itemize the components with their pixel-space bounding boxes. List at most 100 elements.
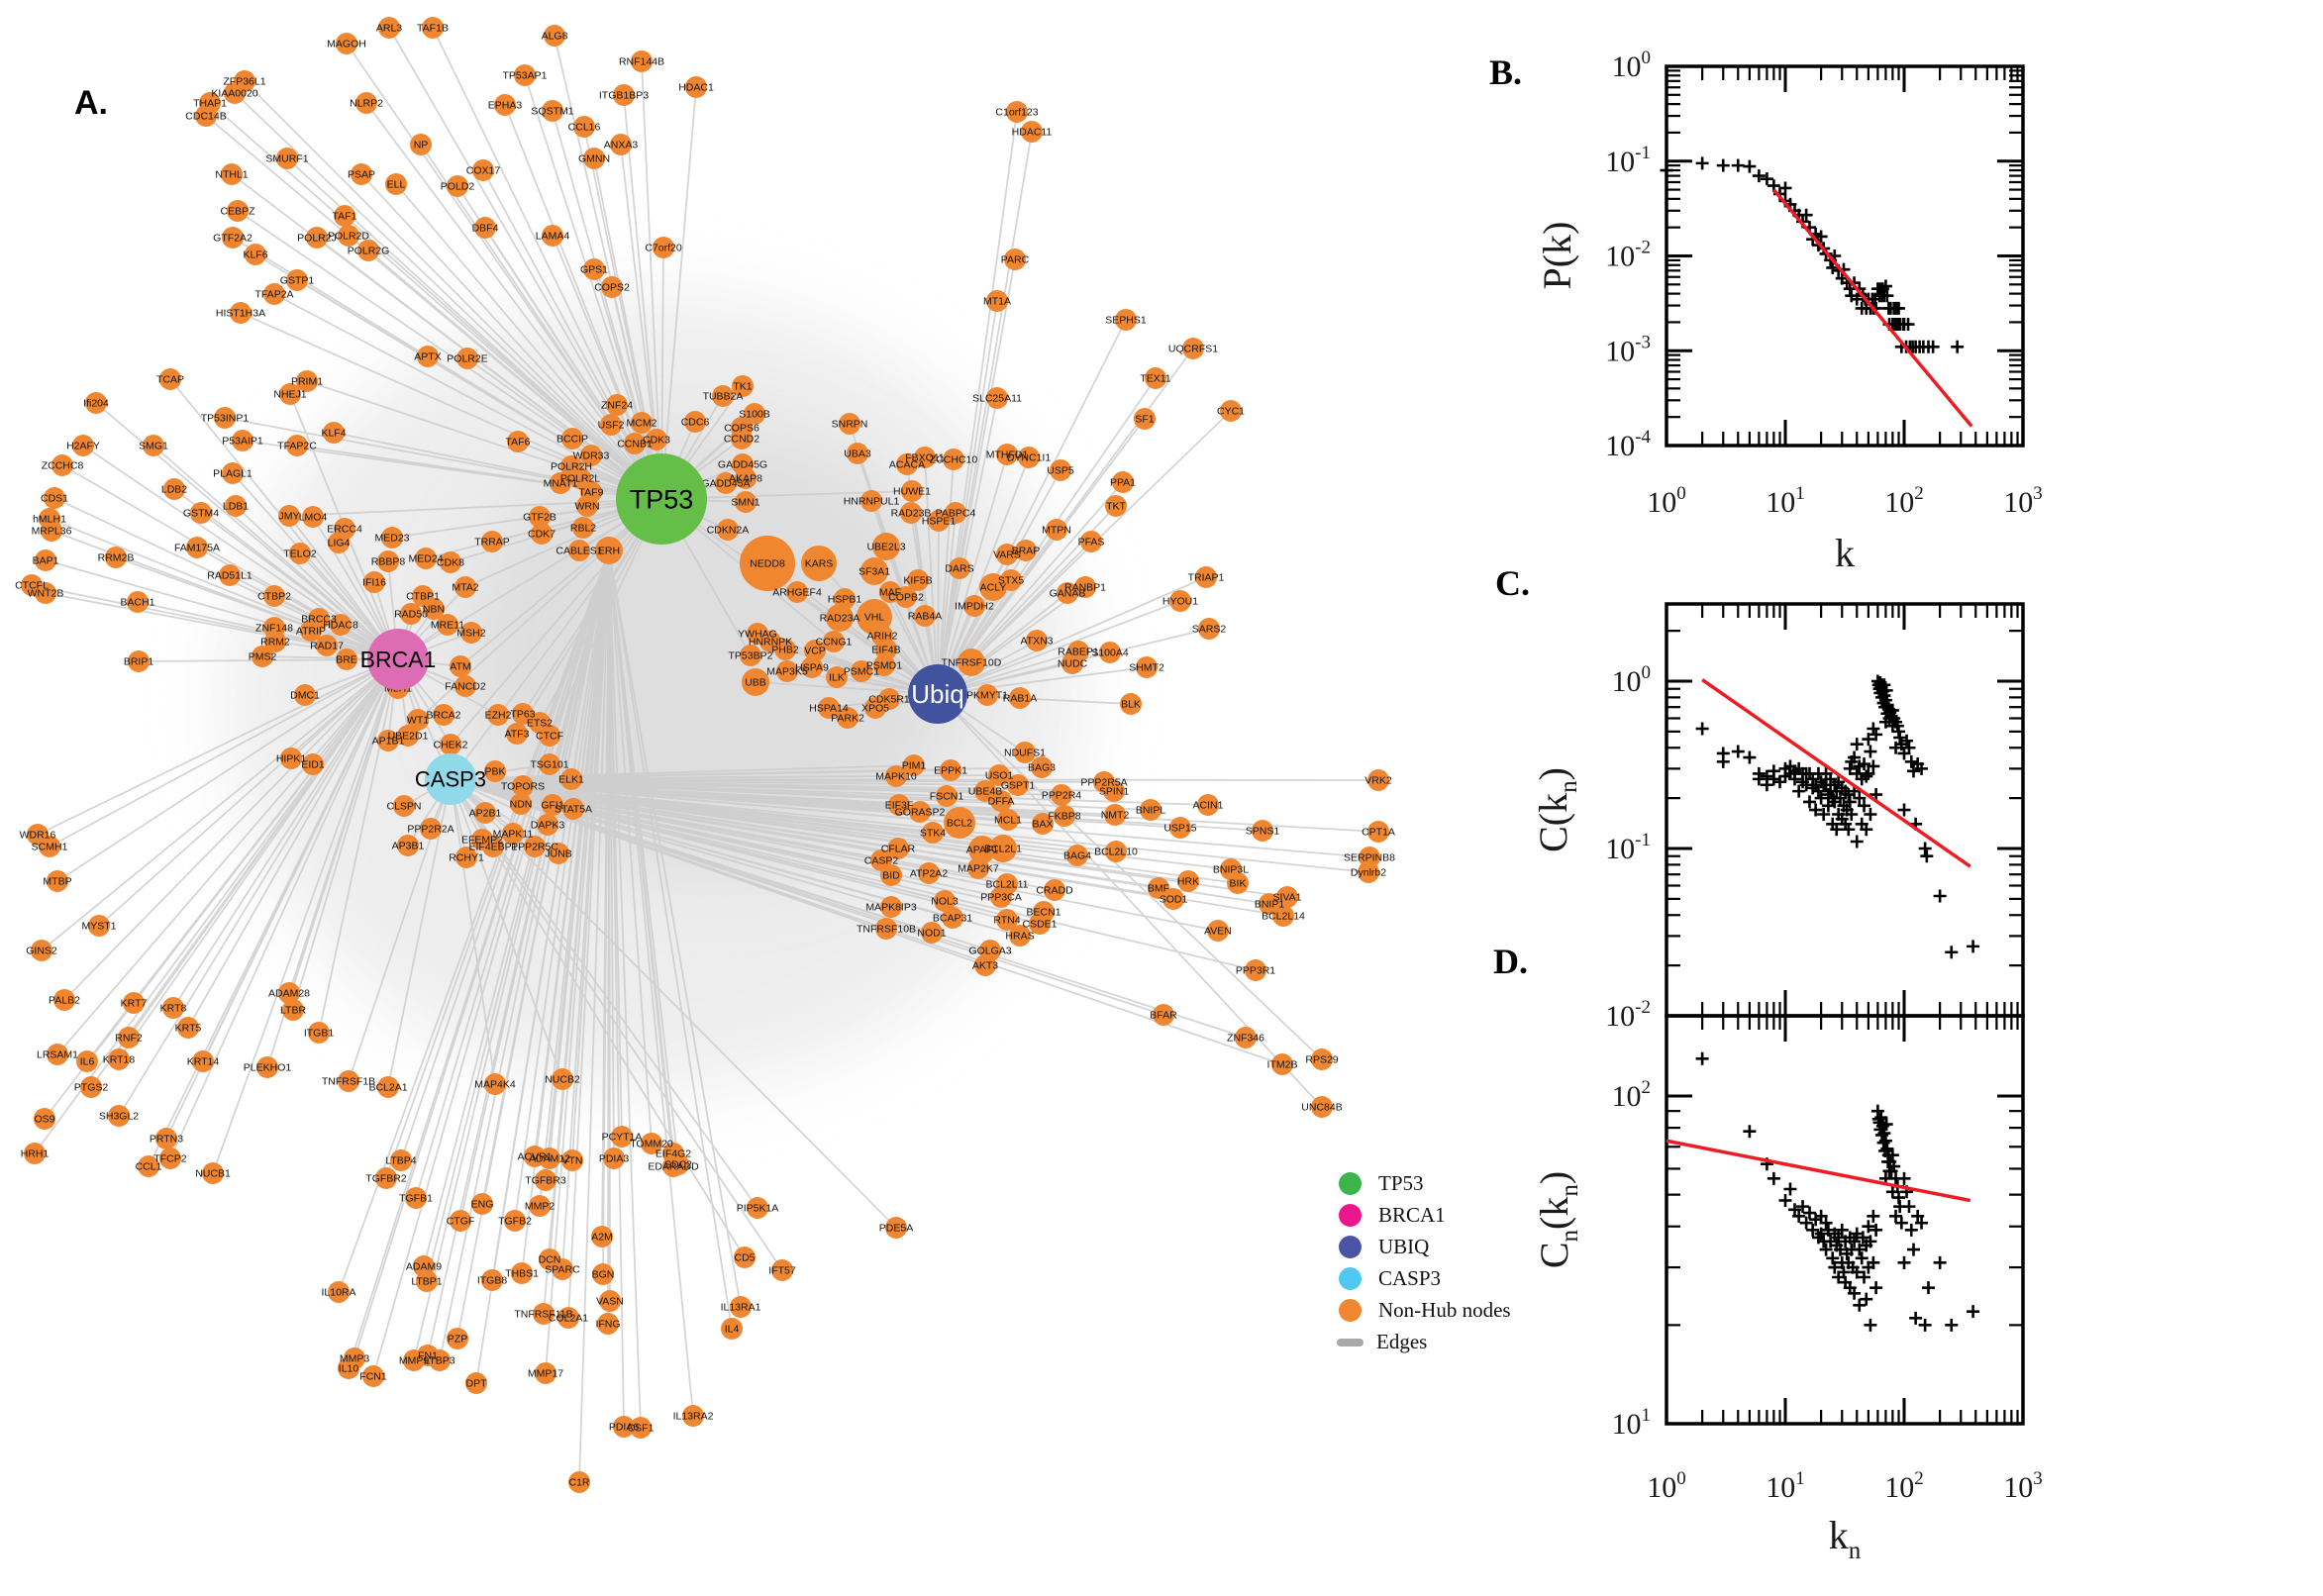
- network-edge: [49, 518, 399, 660]
- network-node-label: GFI1: [541, 800, 563, 812]
- network-node-label: GSPT1: [1001, 780, 1036, 792]
- network-node: [641, 1133, 662, 1154]
- network-node: [51, 454, 73, 476]
- network-node-label: GANAB: [1050, 588, 1086, 600]
- network-node: [1044, 879, 1065, 901]
- network-node: [338, 1357, 359, 1379]
- network-node: [875, 639, 897, 660]
- network-node-label: SOD1: [1160, 894, 1188, 906]
- network-node: [1105, 495, 1127, 517]
- network-node: [595, 537, 623, 564]
- network-node-label: XPO5: [861, 703, 889, 715]
- network-node-label: HDAC11: [1012, 127, 1053, 139]
- network-node: [744, 403, 765, 425]
- network-node: [1136, 656, 1158, 678]
- data-point: [1878, 279, 1892, 293]
- network-node-label: TP53BP2: [729, 650, 773, 662]
- network-edge: [415, 549, 610, 1199]
- network-node: [940, 759, 961, 781]
- network-node-label: DCN: [539, 1254, 561, 1266]
- network-node: [747, 623, 768, 645]
- data-point: [1760, 778, 1773, 792]
- network-node: [407, 709, 429, 731]
- network-node-label: BFAR: [1150, 1010, 1177, 1022]
- network-node: [839, 413, 860, 435]
- network-node: [542, 100, 563, 122]
- network-node: [278, 505, 300, 527]
- data-point: [1878, 1134, 1892, 1147]
- network-node-label: IL13RA2: [673, 1411, 714, 1423]
- network-node: [535, 1169, 556, 1191]
- network-node-label: STK4: [920, 828, 946, 840]
- network-edge: [539, 549, 610, 1207]
- network-node-label: BRCC3: [301, 614, 337, 626]
- data-point: [1842, 823, 1856, 837]
- network-edge: [937, 300, 998, 695]
- network-node: [735, 491, 757, 513]
- network-node-label: JUNB: [545, 848, 571, 860]
- data-point: [1828, 1260, 1842, 1274]
- data-point: [1743, 159, 1757, 173]
- hub-node-ubiq: [908, 664, 967, 724]
- panel-label-a: A.: [74, 84, 108, 122]
- network-node: [631, 412, 653, 434]
- network-node-label: PPP2R2A: [407, 824, 454, 836]
- network-node: [484, 1073, 506, 1095]
- legend-item-tp53: TP53: [1339, 1171, 1511, 1195]
- network-edge: [608, 549, 733, 1330]
- network-node-label: BNIP1: [1255, 899, 1285, 911]
- data-point: [1901, 318, 1915, 332]
- network-node-label: PHB2: [771, 645, 799, 656]
- network-node: [945, 502, 966, 524]
- network-node-label: TUBB2A: [703, 391, 744, 403]
- network-node-label: ILK: [829, 672, 845, 684]
- network-node-label: TOPORS: [501, 781, 545, 793]
- network-node-label: RNF144B: [619, 56, 664, 68]
- network-node: [611, 1126, 633, 1147]
- network-node-label: IL10RA: [321, 1287, 355, 1299]
- network-node-label: ITGB1BP3: [599, 90, 649, 102]
- legend-item-non-hub-nodes: Non-Hub nodes: [1339, 1298, 1511, 1322]
- network-node-label: TAF1B: [417, 23, 449, 35]
- network-node: [323, 422, 345, 444]
- network-node-label: TNFRSF10B: [857, 924, 916, 936]
- network-node-label: IL6: [80, 1056, 95, 1068]
- network-node: [542, 794, 563, 816]
- network-node: [592, 1263, 614, 1285]
- network-node-label: BNIPL: [1136, 805, 1166, 817]
- network-node-label: CEBPZ: [220, 206, 255, 218]
- network-node-label: ACIN1: [1193, 800, 1224, 812]
- network-node-label: NLRP2: [350, 98, 383, 110]
- network-node: [487, 704, 509, 726]
- network-node: [108, 1105, 130, 1127]
- network-node-label: BLK: [1121, 699, 1141, 711]
- network-node: [1220, 400, 1242, 422]
- y-tick-label: 102: [1612, 1077, 1652, 1113]
- network-node: [1145, 367, 1166, 389]
- network-node: [580, 445, 602, 466]
- network-node: [177, 1017, 199, 1039]
- network-node: [1311, 1096, 1333, 1118]
- network-node-label: KIAA0020: [211, 88, 257, 100]
- network-edge: [450, 778, 986, 966]
- network-node-label: VASN: [596, 1296, 624, 1308]
- network-node-label: ANXA3: [604, 140, 639, 151]
- network-node-label: MED23: [374, 533, 409, 545]
- data-point: [1860, 823, 1873, 837]
- network-node: [603, 1147, 625, 1169]
- network-node: [1015, 540, 1037, 561]
- network-node-label: SQSTM1: [531, 106, 573, 118]
- network-node: [837, 707, 858, 729]
- network-node-label: SIVA1: [1273, 892, 1302, 904]
- data-point: [1819, 1216, 1833, 1230]
- network-node-label: RBL2: [570, 523, 596, 535]
- network-node-label: IFNG: [595, 1319, 620, 1331]
- network-node: [227, 200, 249, 222]
- network-node: [1162, 888, 1184, 910]
- node-swatch-icon: [1339, 1236, 1362, 1258]
- network-node-label: RPS29: [1305, 1054, 1338, 1066]
- network-node-label: GADD45A: [701, 478, 750, 490]
- network-node-label: IL10: [339, 1363, 359, 1375]
- network-node-label: USP15: [1163, 823, 1196, 835]
- network-node-label: MAF: [879, 587, 901, 599]
